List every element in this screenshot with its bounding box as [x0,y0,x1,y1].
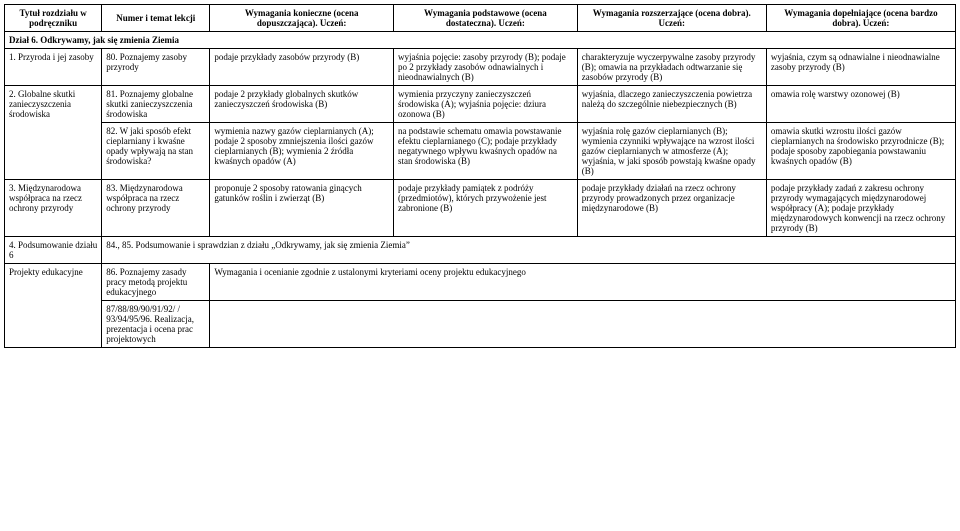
table-row: 3. Międzynarodowa współpraca na rzecz oc… [5,180,956,237]
cell-req: wymienia nazwy gazów cieplarnianych (A);… [210,123,394,180]
header-lesson: Numer i temat lekcji [102,5,210,32]
cell-req: charakteryzuje wyczerpywalne zasoby przy… [577,49,766,86]
cell-lesson: 87/88/89/90/91/92/ / 93/94/95/96. Realiz… [102,301,210,348]
header-title: Tytuł rozdziału w podręczniku [5,5,102,32]
cell-lesson: 83. Międzynarodowa współpraca na rzecz o… [102,180,210,237]
header-req-basic: Wymagania konieczne (ocena dopuszczająca… [210,5,394,32]
cell-title: 4. Podsumowanie działu 6 [5,237,102,264]
cell-req: podaje 2 przykłady globalnych skutków za… [210,86,394,123]
cell-req [210,301,956,348]
cell-req: podaje przykłady zadań z zakresu ochrony… [766,180,955,237]
cell-req: podaje przykłady zasobów przyrody (B) [210,49,394,86]
cell-title: Projekty edukacyjne [5,264,102,348]
cell-lesson: 80. Poznajemy zasoby przyrody [102,49,210,86]
cell-req: podaje przykłady działań na rzecz ochron… [577,180,766,237]
cell-lesson: 82. W jaki sposób efekt cieplarniany i k… [102,123,210,180]
cell-lesson: 84., 85. Podsumowanie i sprawdzian z dzi… [102,237,956,264]
requirements-table: Tytuł rozdziału w podręczniku Numer i te… [4,4,956,348]
cell-req: wyjaśnia, dlaczego zanieczyszczenia powi… [577,86,766,123]
section-title: Dział 6. Odkrywamy, jak się zmienia Ziem… [5,32,956,49]
cell-req: wyjaśnia rolę gazów cieplarnianych (B); … [577,123,766,180]
header-row: Tytuł rozdziału w podręczniku Numer i te… [5,5,956,32]
header-req-top: Wymagania dopełniające (ocena bardzo dob… [766,5,955,32]
table-row: 82. W jaki sposób efekt cieplarniany i k… [5,123,956,180]
cell-title: 2. Globalne skutki zanieczyszczenia środ… [5,86,102,180]
cell-title: 1. Przyroda i jej zasoby [5,49,102,86]
cell-title: 3. Międzynarodowa współpraca na rzecz oc… [5,180,102,237]
section-row: Dział 6. Odkrywamy, jak się zmienia Ziem… [5,32,956,49]
cell-req: podaje przykłady pamiątek z podróży (prz… [394,180,578,237]
cell-req: na podstawie schematu omawia powstawanie… [394,123,578,180]
cell-req: omawia rolę warstwy ozonowej (B) [766,86,955,123]
cell-lesson: 86. Poznajemy zasady pracy metodą projek… [102,264,210,301]
table-row: 87/88/89/90/91/92/ / 93/94/95/96. Realiz… [5,301,956,348]
header-req-ext: Wymagania rozszerzające (ocena dobra). U… [577,5,766,32]
cell-req: wyjaśnia, czym są odnawialne i nieodnawi… [766,49,955,86]
cell-lesson: 81. Poznajemy globalne skutki zanieczysz… [102,86,210,123]
table-row: 4. Podsumowanie działu 6 84., 85. Podsum… [5,237,956,264]
cell-req: proponuje 2 sposoby ratowania ginących g… [210,180,394,237]
header-req-std: Wymagania podstawowe (ocena dostateczna)… [394,5,578,32]
table-row: Projekty edukacyjne 86. Poznajemy zasady… [5,264,956,301]
table-row: 2. Globalne skutki zanieczyszczenia środ… [5,86,956,123]
table-row: 1. Przyroda i jej zasoby 80. Poznajemy z… [5,49,956,86]
cell-req: wymienia przyczyny zanieczyszczeń środow… [394,86,578,123]
cell-req: wyjaśnia pojęcie: zasoby przyrody (B); p… [394,49,578,86]
cell-req: omawia skutki wzrostu ilości gazów ciepl… [766,123,955,180]
cell-req: Wymagania i ocenianie zgodnie z ustalony… [210,264,956,301]
